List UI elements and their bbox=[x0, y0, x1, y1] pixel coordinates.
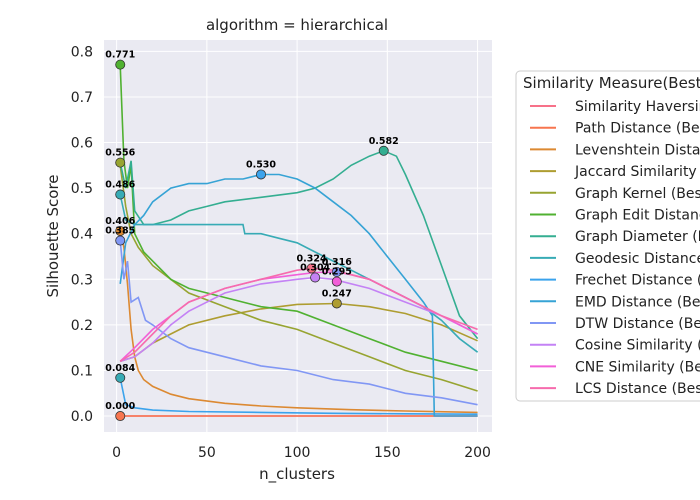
legend-label: Levenshtein Distan bbox=[575, 142, 700, 158]
series-line bbox=[119, 230, 478, 414]
best-point-label: 0.582 bbox=[369, 136, 399, 147]
x-tick-label: 50 bbox=[198, 445, 216, 461]
y-tick-label: 0.4 bbox=[71, 227, 93, 243]
x-tick-label: 200 bbox=[464, 445, 491, 461]
legend-label: Graph Edit Distanc bbox=[575, 208, 700, 224]
best-point-marker bbox=[115, 59, 126, 70]
best-point-label: 0.324 bbox=[297, 253, 327, 264]
y-tick-label: 0.1 bbox=[71, 363, 93, 379]
y-tick-label: 0.8 bbox=[71, 44, 93, 60]
best-point-marker bbox=[331, 298, 342, 309]
legend-label: CNE Similarity (Be bbox=[575, 359, 700, 375]
legend-label: LCS Distance (Bes bbox=[575, 381, 700, 397]
best-point-marker bbox=[331, 276, 342, 287]
legend-label: Frechet Distance ( bbox=[575, 273, 700, 289]
best-point-label: 0.771 bbox=[105, 50, 135, 61]
best-point-label: 0.556 bbox=[105, 148, 135, 159]
x-tick-label: 0 bbox=[112, 445, 121, 461]
x-axis: 0 50 100 150 200 bbox=[112, 445, 491, 461]
best-point-marker bbox=[256, 169, 267, 180]
y-tick-label: 0.6 bbox=[71, 136, 93, 152]
best-point-label: 0.530 bbox=[246, 159, 276, 170]
series-line bbox=[119, 173, 478, 417]
legend-label: Geodesic Distance bbox=[575, 251, 700, 267]
best-point-marker bbox=[378, 145, 389, 156]
best-point-label: 0.000 bbox=[105, 401, 135, 412]
legend: Similarity Measure(Best Similarity Havers… bbox=[515, 70, 700, 402]
best-point-marker bbox=[115, 411, 126, 422]
best-point-label: 0.247 bbox=[322, 288, 352, 299]
best-point-label: 0.406 bbox=[105, 216, 135, 227]
series-line bbox=[119, 377, 478, 415]
legend-label: EMD Distance (Be bbox=[575, 294, 700, 310]
y-tick-label: 0.5 bbox=[71, 181, 93, 197]
y-axis-title: Silhouette Score bbox=[44, 174, 62, 297]
best-point-label: 0.084 bbox=[105, 363, 135, 374]
legend-label: Jaccard Similarity ( bbox=[574, 164, 700, 180]
series-line bbox=[119, 149, 479, 340]
legend-label: Cosine Similarity ( bbox=[575, 338, 700, 354]
series-line bbox=[119, 240, 478, 406]
series-line bbox=[119, 267, 478, 362]
legend-title: Similarity Measure(Best bbox=[523, 74, 700, 92]
x-tick-label: 150 bbox=[374, 445, 401, 461]
series-line bbox=[119, 165, 478, 392]
series-line bbox=[119, 64, 478, 372]
y-tick-label: 0.7 bbox=[71, 90, 93, 106]
best-point-label: 0.316 bbox=[322, 257, 352, 268]
y-axis: 0.0 0.1 0.2 0.3 0.4 0.5 0.6 0.7 0.8 bbox=[71, 44, 93, 425]
series-line bbox=[119, 276, 478, 363]
y-tick-label: 0.0 bbox=[71, 409, 93, 425]
legend-label: Graph Diameter (B bbox=[575, 229, 700, 245]
best-point-marker bbox=[115, 372, 126, 383]
x-tick-label: 100 bbox=[284, 445, 311, 461]
y-tick-label: 0.2 bbox=[71, 318, 93, 334]
y-tick-label: 0.3 bbox=[71, 272, 93, 288]
best-point-marker bbox=[306, 263, 317, 274]
best-point-label: 0.486 bbox=[105, 180, 135, 191]
legend-frame bbox=[515, 70, 700, 402]
best-point-marker bbox=[310, 272, 321, 283]
legend-label: Graph Kernel (Bes bbox=[575, 186, 700, 202]
legend-label: Similarity Haversin bbox=[575, 99, 700, 115]
best-point-label: 0.295 bbox=[322, 267, 352, 278]
legend-label: DTW Distance (Be bbox=[575, 316, 700, 332]
x-axis-title: n_clusters bbox=[259, 465, 335, 484]
chart-title: algorithm = hierarchical bbox=[206, 16, 388, 34]
best-point-marker bbox=[115, 157, 126, 168]
legend-label: Path Distance (Bes bbox=[575, 121, 700, 137]
best-point-marker bbox=[115, 189, 126, 200]
best-point-label: 0.385 bbox=[105, 226, 135, 237]
plot-background bbox=[104, 40, 492, 432]
best-point-marker bbox=[115, 235, 126, 246]
best-point-label: 0.304 bbox=[300, 262, 330, 273]
